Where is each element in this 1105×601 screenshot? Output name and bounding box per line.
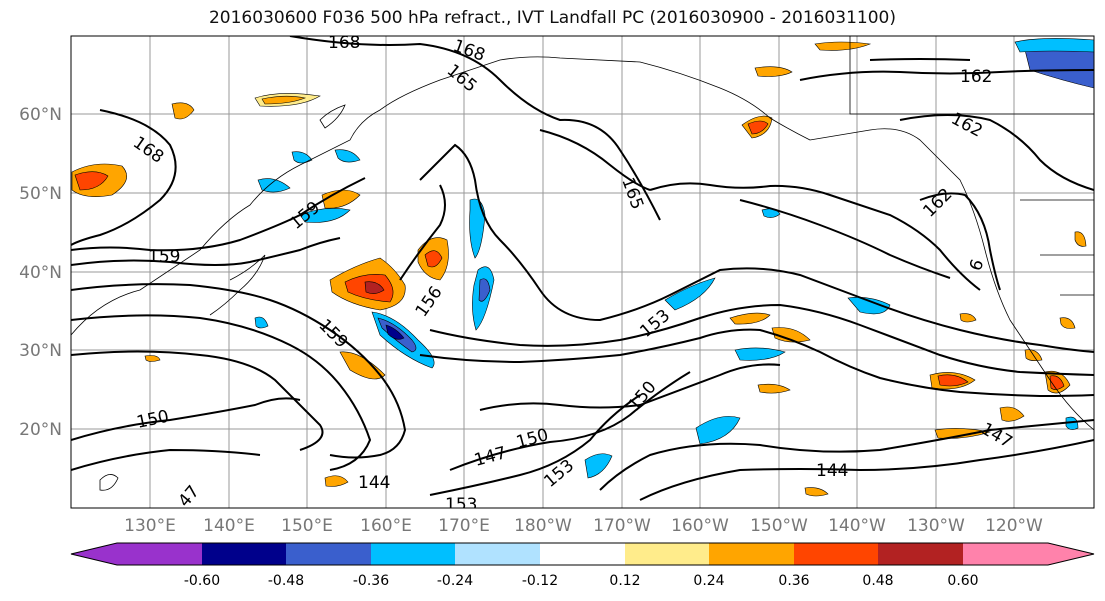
colorbar-tick-label: 0.24 (693, 573, 724, 589)
colorbar-segment (540, 543, 625, 565)
colorbar-extend-max (1048, 543, 1094, 565)
colorbar-tick-label: -0.24 (437, 573, 473, 589)
colorbar-tick-label: -0.60 (184, 573, 220, 589)
colorbar-segment (286, 543, 371, 565)
colorbar-segment (794, 543, 878, 565)
lon-tick-label: 120°W (985, 516, 1043, 536)
lon-tick-label: 150°W (750, 516, 808, 536)
latitude-axis: 60°N 50°N 40°N 30°N 20°N (19, 105, 62, 440)
colorbar-tick-label: -0.36 (353, 573, 389, 589)
contour-label: 144 (358, 473, 390, 493)
colorbar-segment (371, 543, 455, 565)
colorbar-segments (71, 543, 1094, 565)
contour-label: 153 (445, 495, 477, 515)
colorbar-segment (117, 543, 202, 565)
lon-tick-label: 160°E (360, 516, 412, 536)
lon-tick-label: 170°E (438, 516, 490, 536)
colorbar-segment (963, 543, 1048, 565)
colorbar-tick-label: 0.48 (862, 573, 893, 589)
map-title: 2016030600 F036 500 hPa refract., IVT La… (208, 8, 896, 28)
colorbar: -0.60 -0.48 -0.36 -0.24 -0.12 0.12 0.24 … (70, 542, 1095, 589)
shaded-anomalies (71, 38, 1094, 497)
longitude-axis: 130°E 140°E 150°E 160°E 170°E 180°W 170°… (124, 516, 1043, 536)
lon-tick-label: 140°E (203, 516, 255, 536)
colorbar-segment (709, 543, 794, 565)
lon-tick-label: 160°W (671, 516, 729, 536)
colorbar-tick-label: 0.60 (947, 573, 978, 589)
contour-label: 144 (816, 461, 848, 481)
colorbar-tick-label: 0.12 (609, 573, 640, 589)
colorbar-segment (625, 543, 709, 565)
lat-tick-label: 20°N (19, 420, 62, 440)
lon-tick-label: 130°E (124, 516, 176, 536)
colorbar-segment (455, 543, 540, 565)
colorbar-tick-label: 0.36 (778, 573, 809, 589)
contour-label: 162 (960, 67, 992, 87)
map-frame (70, 35, 1095, 509)
lat-tick-label: 40°N (19, 263, 62, 283)
coastlines (71, 36, 1094, 491)
colorbar-segment (878, 543, 963, 565)
lon-tick-label: 150°E (281, 516, 333, 536)
contour-label: 159 (148, 247, 180, 267)
colorbar-outline (70, 542, 1095, 566)
colorbar-tick-label: -0.12 (522, 573, 558, 589)
contour-lines (71, 36, 1094, 501)
colorbar-tick-labels: -0.60 -0.48 -0.36 -0.24 -0.12 0.12 0.24 … (184, 573, 979, 589)
colorbar-segment (202, 543, 286, 565)
lat-tick-label: 50°N (19, 184, 62, 204)
colorbar-extend-min (71, 543, 117, 565)
lon-tick-label: 130°W (907, 516, 965, 536)
lon-tick-label: 140°W (828, 516, 886, 536)
lon-tick-label: 170°W (593, 516, 651, 536)
lon-tick-label: 180°W (514, 516, 572, 536)
lat-tick-label: 30°N (19, 341, 62, 361)
colorbar-tick-label: -0.48 (268, 573, 304, 589)
lat-tick-label: 60°N (19, 105, 62, 125)
contour-label: 168 (328, 33, 360, 53)
